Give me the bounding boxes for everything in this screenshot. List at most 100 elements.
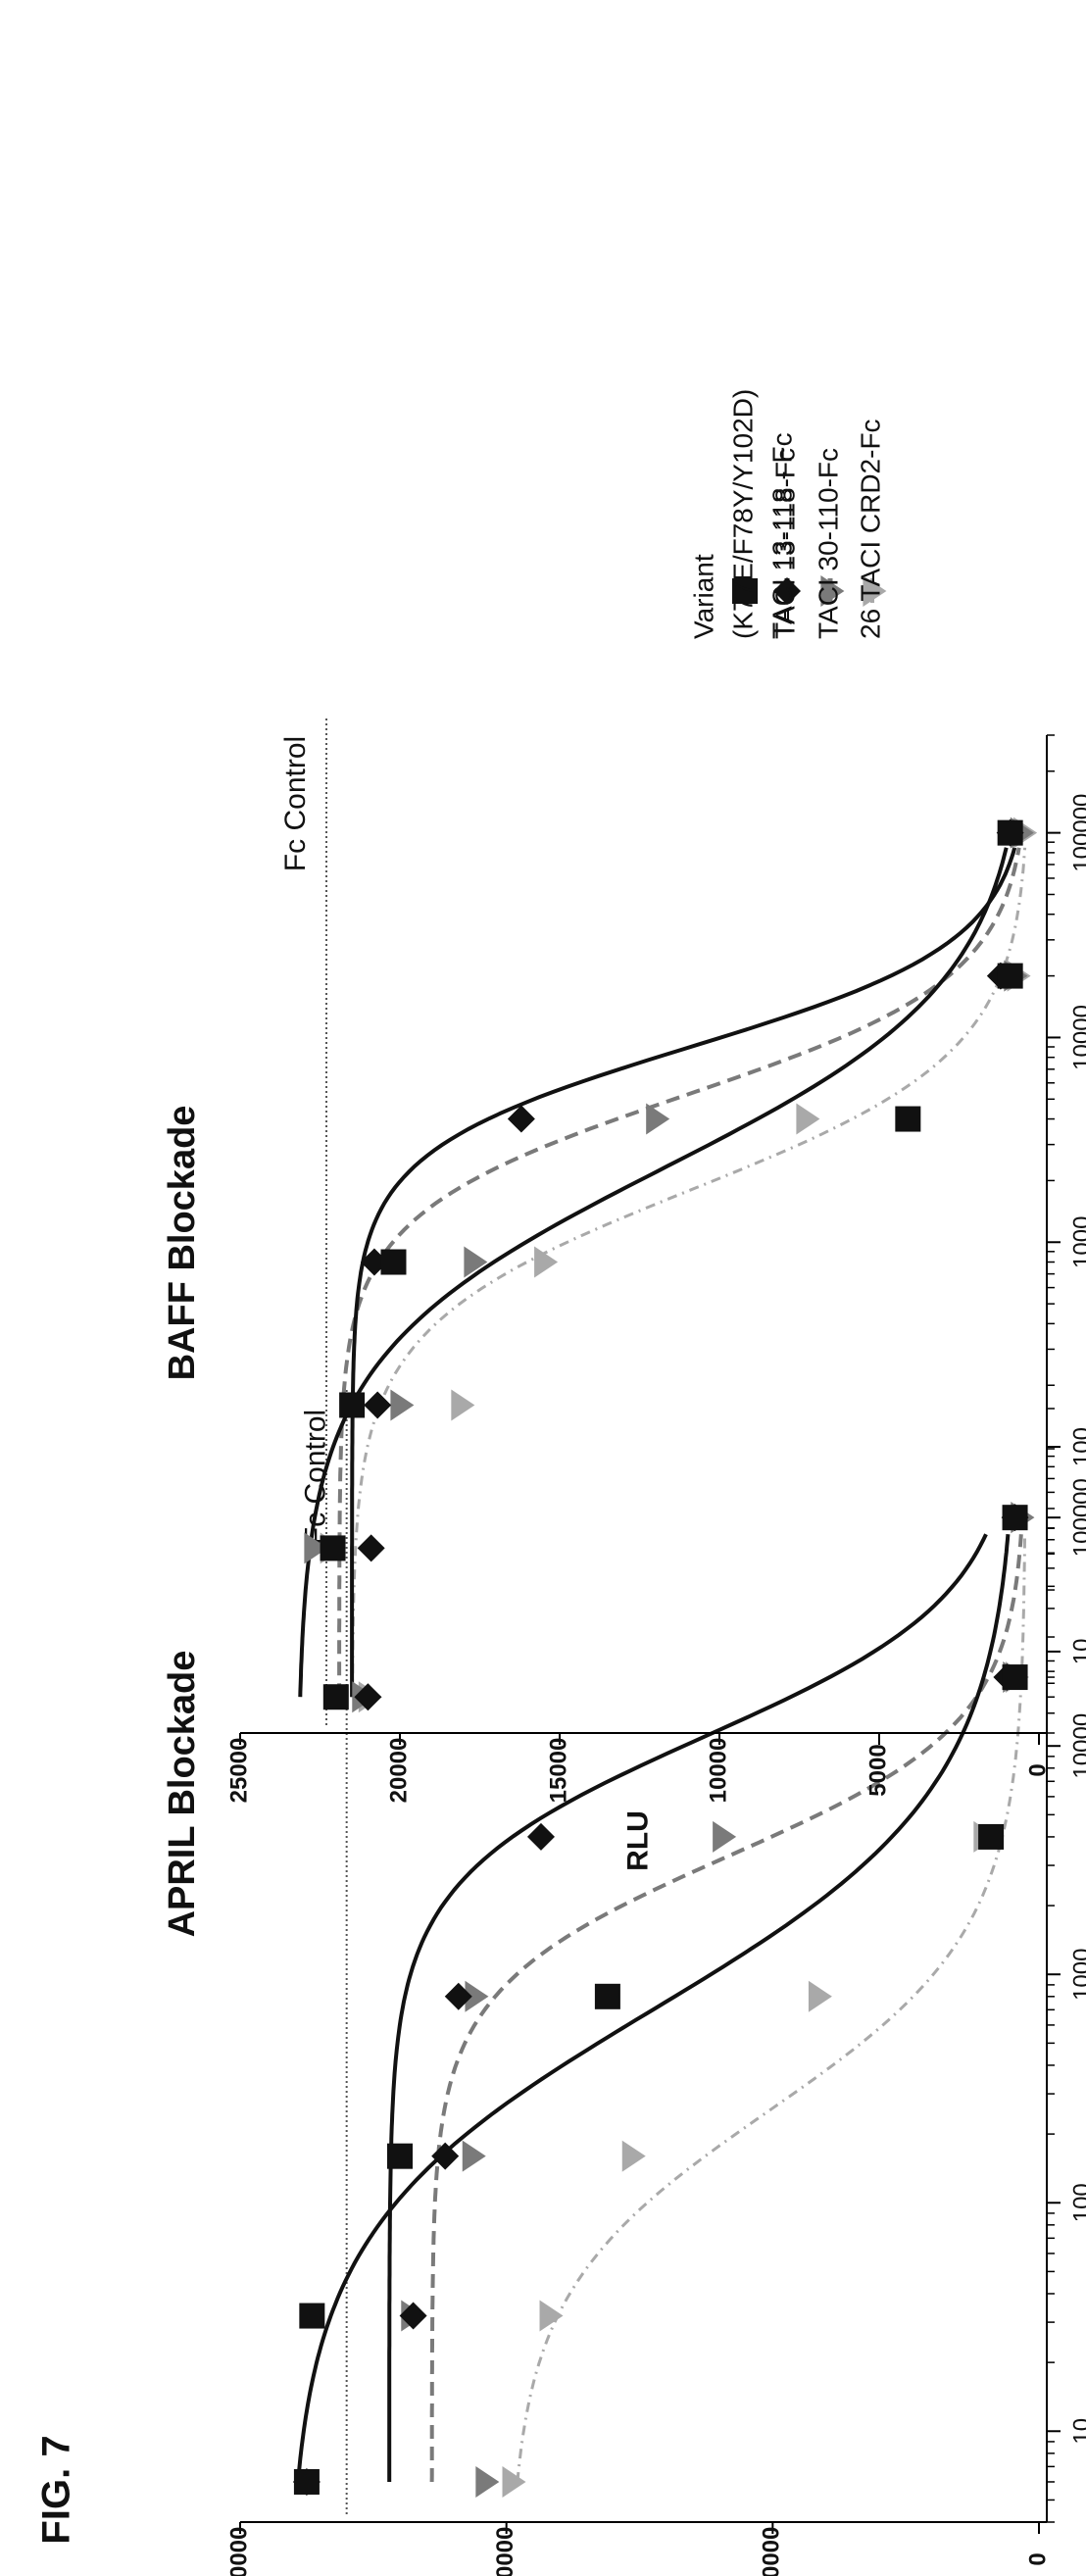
concentration-tick-label: 10000	[1068, 1713, 1086, 1779]
data-point-series-4	[380, 1249, 407, 1275]
concentration-tick-label-group: 100000	[1068, 794, 1086, 872]
rlu-tick-label-group: 0	[1024, 2552, 1051, 2565]
data-point-series-1	[539, 2300, 564, 2332]
data-point-series-4	[978, 1823, 1005, 1850]
figure-label-group: FIG. 7	[35, 2435, 78, 2544]
data-point-series-4	[293, 2468, 320, 2495]
legend-label: TACI 13-118 - Fc	[766, 432, 797, 639]
rlu-tick-label-group: 0	[1024, 1763, 1051, 1776]
rlu-tick-label-group: 10000	[705, 1738, 731, 1804]
rlu-tick-label-group: 15000	[545, 1738, 571, 1804]
fit-curve-series-2	[429, 1534, 1023, 2483]
fit-curve-series-1	[516, 1534, 1026, 2483]
data-point-series-1	[534, 1246, 559, 1278]
fit-curve-series-3	[350, 847, 1017, 1698]
data-point-series-3	[399, 2302, 427, 2330]
data-point-series-3	[431, 2142, 460, 2170]
legend: 26 TACI CRD2-Fc TACI 30-110-Fc TACI 13-118…	[688, 389, 887, 639]
concentration-tick-label: 10000	[1068, 1005, 1086, 1070]
legend-label: 26 TACI CRD2-Fc	[855, 419, 885, 639]
data-point-series-4	[387, 2143, 413, 2169]
data-point-series-4	[997, 819, 1023, 846]
rlu-tick-label-group: 20000	[385, 1738, 412, 1804]
data-point-series-4	[997, 963, 1023, 989]
data-point-series-4	[320, 1535, 346, 1561]
data-point-series-4	[1002, 1664, 1028, 1691]
concentration-tick-label-group: 1000	[1068, 1216, 1086, 1268]
april-blockade-panel: 010000200003000010100100010000100000RLU[…	[162, 1389, 1086, 2576]
chart-title-group: BAFF Blockade	[162, 1106, 203, 1381]
baff-blockade-panel: 0 5000 10000 15000 20000 25000 10 100 1000 10000 1…	[162, 716, 1086, 1871]
figure-label: FIG. 7	[35, 2435, 78, 2544]
data-point-series-2	[304, 1532, 328, 1564]
data-point-series-2	[462, 2140, 486, 2172]
legend-label: (K77E/F78Y/Y102D)	[727, 389, 758, 639]
data-point-series-3	[526, 1822, 555, 1851]
concentration-tick-label-group: 10	[1068, 2418, 1086, 2445]
rlu-tick-label-group: 20000	[492, 2527, 518, 2576]
rlu-tick-label: 15000	[545, 1738, 571, 1804]
rlu-tick-label: 10000	[705, 1738, 731, 1804]
concentration-tick-label-group: 100000	[1068, 1478, 1086, 1557]
fit-curve-series-4	[296, 1534, 1011, 2483]
concentration-tick-label: 100	[1068, 1427, 1086, 1466]
data-point-series-2	[390, 1389, 415, 1421]
data-point-series-4	[299, 2303, 325, 2329]
legend-label-group: (K77E/F78Y/Y102D)	[727, 389, 758, 639]
data-point-series-2	[713, 1820, 737, 1853]
fit-curve-series-2	[337, 847, 1021, 1698]
data-point-series-3	[444, 1982, 472, 2010]
rlu-tick-label-group: 5000	[864, 1744, 891, 1796]
data-point-series-3	[507, 1105, 535, 1133]
rlu-tick-label: 20000	[385, 1738, 412, 1804]
concentration-tick-label: 10	[1068, 1639, 1086, 1665]
data-point-series-2	[464, 1246, 488, 1278]
concentration-tick-label: 1000	[1068, 1949, 1086, 2001]
fit-curve-series-3	[387, 1533, 988, 2482]
data-point-series-1	[621, 2140, 646, 2172]
chart-title-group: APRIL Blockade	[162, 1651, 203, 1938]
data-point-series-4	[1002, 1505, 1028, 1531]
legend-label-group: 26 TACI CRD2-Fc	[855, 419, 885, 639]
concentration-tick-label-group: 100	[1068, 1427, 1086, 1466]
data-point-series-1	[451, 1389, 475, 1421]
legend-marker	[863, 575, 887, 607]
legend-marker	[773, 577, 801, 605]
legend-label-group: TACI 13-118-Fc	[769, 448, 800, 639]
fit-curve-series-1	[351, 847, 1027, 1698]
concentration-tick-label: 1000	[1068, 1216, 1086, 1268]
fc-control-label: Fc Control	[279, 736, 312, 871]
concentration-tick-label-group: 10000	[1068, 1005, 1086, 1070]
rlu-axis-label: RLU	[621, 1810, 654, 1871]
legend-marker	[820, 575, 845, 607]
legend-marker	[732, 578, 758, 604]
concentration-tick-label-group: 10	[1068, 1639, 1086, 1665]
legend-label-group: TACI 13-118 - Fc	[766, 432, 797, 639]
rlu-tick-label: 10000	[759, 2527, 785, 2576]
fc-control-label-group: Fc Control	[279, 736, 312, 871]
data-point-series-4	[339, 1392, 366, 1418]
data-point-series-3	[357, 1534, 385, 1562]
concentration-tick-label: 100	[1068, 2183, 1086, 2222]
rlu-tick-label: 20000	[492, 2527, 518, 2576]
rlu-tick-label-group: 25000	[225, 1738, 252, 1804]
data-point-series-3	[354, 1683, 382, 1711]
rlu-tick-label-group: 30000	[225, 2527, 252, 2576]
data-point-series-4	[895, 1106, 921, 1132]
data-point-series-3	[364, 1391, 392, 1419]
concentration-tick-label: 100000	[1068, 1478, 1086, 1557]
rlu-tick-label: 25000	[225, 1738, 252, 1804]
rlu-tick-label: 0	[1024, 2552, 1051, 2565]
legend-label-group: TACI 30-110-Fc	[813, 448, 843, 639]
legend-label: Variant	[688, 554, 718, 639]
concentration-tick-label-group: 1000	[1068, 1949, 1086, 2001]
concentration-tick-label: 100000	[1068, 794, 1086, 872]
data-point-series-1	[796, 1103, 820, 1135]
concentration-tick-label-group: 10000	[1068, 1713, 1086, 1779]
legend-label-group: Variant	[688, 554, 718, 639]
rlu-tick-label: 5000	[864, 1744, 891, 1796]
rlu-tick-label: 0	[1024, 1763, 1051, 1776]
concentration-tick-label-group: 100	[1068, 2183, 1086, 2222]
chart-title: APRIL Blockade	[162, 1651, 203, 1938]
